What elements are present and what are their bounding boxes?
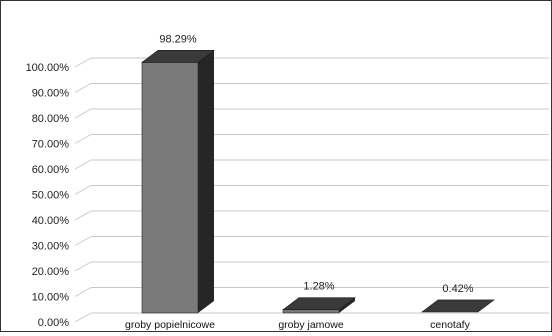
gridline-side-10: [74, 57, 92, 68]
y-tick-label-7: 70.00%: [32, 139, 70, 151]
y-tick-label-4: 40.00%: [32, 215, 70, 227]
bar-chart: 0.00% 10.00% 20.00% 30.00% 40.00% 50.00% 60.00…: [26, 33, 549, 331]
data-labels: 98.29% 1.28% 0.42%: [159, 33, 473, 295]
category-labels: groby popielnicowe groby jamowe cenotafy: [125, 319, 471, 331]
category-label-2: groby jamowe: [278, 319, 344, 331]
y-tick-label-3: 30.00%: [32, 241, 70, 253]
bar-1: [141, 50, 215, 314]
bar-side-face: [339, 297, 355, 313]
bars: [141, 50, 495, 314]
bar-side-face: [198, 50, 214, 313]
data-label-1: 98.29%: [159, 33, 197, 45]
y-tick-label-2: 20.00%: [32, 266, 70, 278]
bar-front-face: [141, 62, 199, 314]
category-label-3: cenotafy: [430, 319, 470, 331]
y-tick-label-0: 0.00%: [38, 317, 69, 329]
bar-front-face: [282, 309, 340, 314]
gridline-side-1: [74, 287, 92, 297]
gridline-side-4: [74, 210, 92, 221]
bar-top-face: [282, 297, 356, 311]
bar-3: [421, 299, 495, 313]
gridline-side-6: [74, 159, 92, 170]
y-axis-ticks: 0.00% 10.00% 20.00% 30.00% 40.00% 50.00% 60.00…: [26, 62, 70, 329]
y-tick-label-6: 60.00%: [32, 164, 70, 176]
bar-top-face: [141, 50, 215, 63]
gridline-side-3: [74, 236, 92, 246]
bar-2: [282, 297, 356, 314]
data-label-3: 0.42%: [442, 283, 473, 295]
bar-top-face: [421, 299, 495, 313]
gridline-side-7: [74, 134, 92, 144]
y-tick-label-8: 80.00%: [32, 113, 70, 125]
category-label-1: groby popielnicowe: [125, 319, 215, 331]
y-tick-label-5: 50.00%: [32, 190, 70, 202]
y-tick-label-10: 100.00%: [26, 62, 70, 74]
gridline-side-5: [74, 185, 92, 195]
gridline-side-2: [74, 261, 92, 272]
y-tick-label-1: 10.00%: [32, 292, 70, 304]
gridline-side-8: [74, 108, 92, 119]
gridline-side-9: [74, 83, 92, 93]
data-label-2: 1.28%: [303, 281, 334, 293]
y-tick-label-9: 90.00%: [32, 88, 70, 100]
gridline-side-0: [74, 312, 92, 323]
